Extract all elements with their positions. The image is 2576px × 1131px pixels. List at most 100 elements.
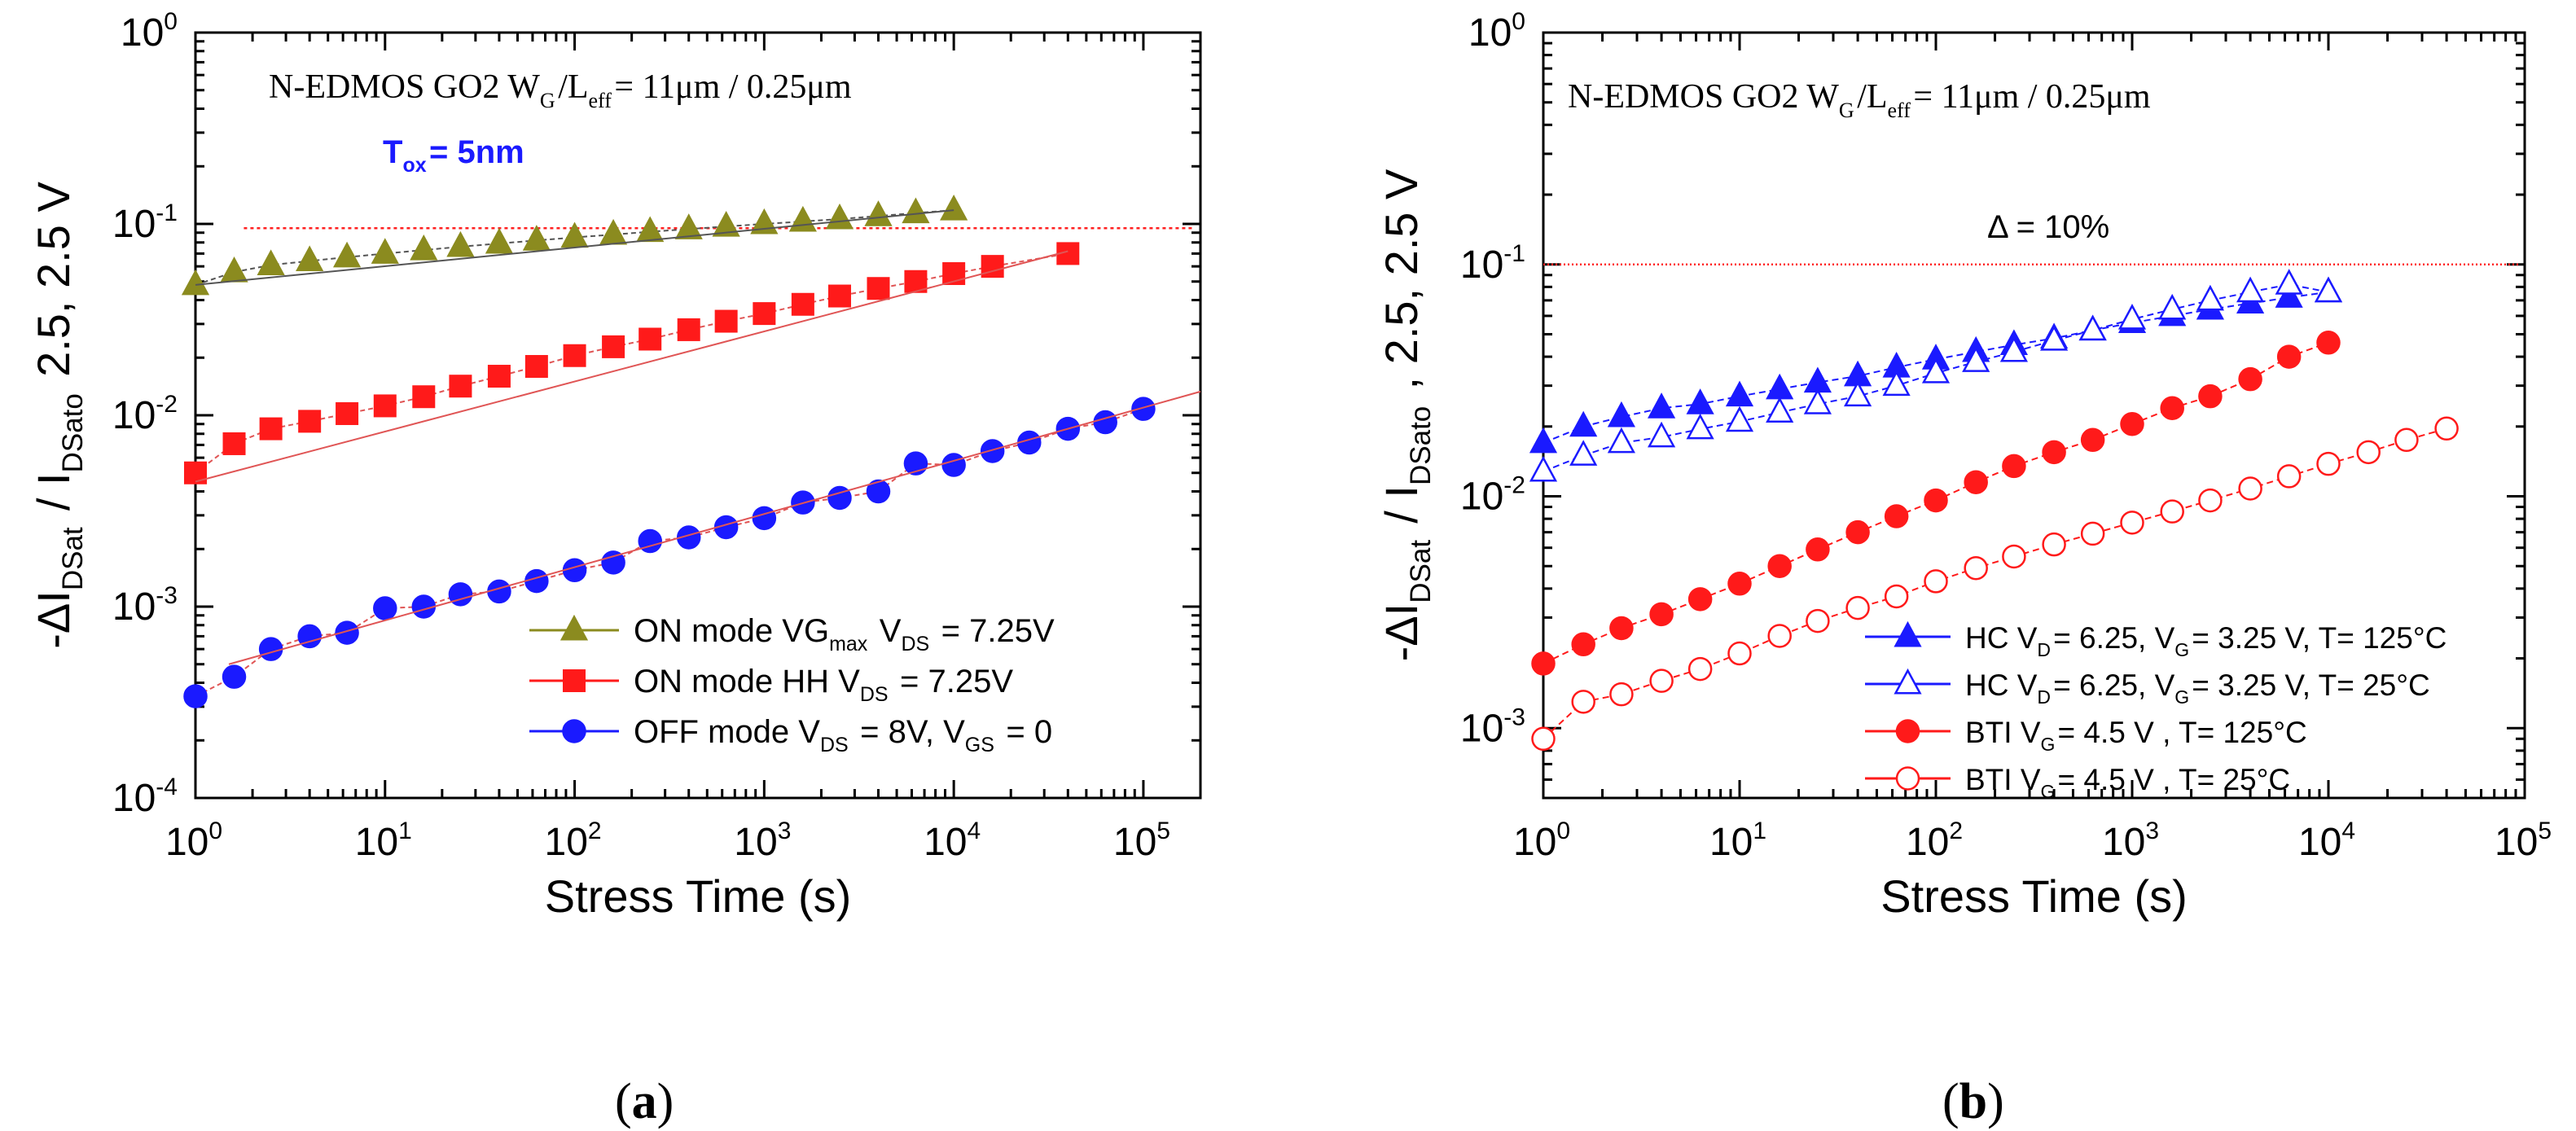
text-run: 10 [165,821,208,864]
data-point [2276,344,2302,369]
x-tick-label: 102 [545,818,605,864]
data-point [902,197,930,224]
text-run: 2 [588,818,602,844]
legend-marker [1895,766,1920,791]
text-run: = 11μm / 0.25μm [614,68,852,106]
text-run: DSat [57,527,89,590]
text-run: 10 [1468,11,1512,55]
data-point [2120,411,2144,436]
data-point [1806,608,1830,633]
text-run: DS [820,734,849,756]
data-point [259,417,283,441]
x-axis-title: Stress Time (s) [1880,870,2187,922]
data-point [599,218,628,245]
x-tick-label: 101 [355,818,415,864]
legend-label: BTI VG = 4.5 V , T= 125°C [1965,716,2307,755]
data-point [487,365,511,388]
data-point [2160,396,2184,421]
legend-marker [1894,620,1922,647]
text-run: = 8V, V [851,714,965,750]
fit-line [195,250,1069,483]
text-run: 5 [2538,818,2552,844]
fit-line [195,209,954,286]
data-point [1767,624,1792,648]
text-run: ON mode HH V [634,664,860,699]
data-point [2158,293,2187,320]
text-run: eff [1888,99,1911,122]
text-run: D [2037,639,2051,660]
y-axis-title: -ΔIDSat / IDSato , 2.5, 2.5 V [1376,169,1437,661]
fit-line [228,390,1201,665]
y-tick-label: 10-2 [1460,472,1529,519]
data-point [903,451,928,476]
data-point [373,596,397,620]
data-point [1727,641,1752,666]
data-point [1999,335,2029,362]
legend-marker [1894,668,1922,695]
data-point [1924,488,1948,513]
x-tick-label: 102 [1906,818,1966,864]
text-run: 10 [2495,821,2538,864]
text-run [222,821,226,864]
data-point [1845,595,1870,620]
x-tick-label: 105 [1113,818,1174,864]
data-point [1569,410,1598,437]
data-point [1803,388,1832,414]
text-run: D [2037,686,2051,708]
text-run [1170,821,1174,864]
data-point [1766,397,1794,423]
data-point [752,506,777,531]
data-point [222,664,247,689]
text-run: -ΔI [1376,603,1427,662]
data-point [2356,440,2381,465]
y-tick-label: 10-4 [112,774,181,820]
data-point [636,216,665,243]
data-point [1647,421,1676,448]
data-point [332,241,362,268]
data-point [1766,373,1794,400]
text-run: 10 [2298,821,2341,864]
text-run: 10 [1460,243,1503,287]
text-run: G [540,89,555,112]
data-point [1725,405,1754,432]
text-run: BTI V [1965,763,2041,796]
text-run [178,203,181,246]
data-point [827,284,851,308]
text-run: 10 [355,821,398,864]
data-point [2002,544,2026,569]
data-point [677,318,700,341]
data-point [1131,397,1156,421]
text-run: 0 [1512,8,1525,35]
text-run: T [383,134,402,170]
data-point [2042,440,2066,465]
text-run: -1 [1503,240,1525,267]
text-run [2355,821,2359,864]
y-tick-label: 10-3 [1460,704,1529,750]
text-run [1525,476,1529,519]
data-point [1806,537,1830,562]
data-point [1531,726,1556,752]
data-point [2080,427,2105,453]
data-point [410,234,438,261]
data-point [258,637,283,661]
y-tick-label: 100 [1468,8,1529,55]
legend-marker [562,719,586,743]
text-run: 3 [2145,818,2159,844]
text-run: -2 [156,391,178,418]
text-run: 5 [1156,818,1170,844]
data-point [297,624,322,649]
data-point [1686,388,1714,414]
text-run: = 6.25, V [2053,669,2174,702]
x-tick-label: 104 [2298,818,2359,864]
text-run: 2 [1949,818,1963,844]
data-point [788,205,817,232]
data-point [942,262,966,286]
text-run: 0 [208,818,222,844]
y-tick-label: 10-1 [1460,240,1529,287]
legend-marker [560,614,589,641]
data-point [2394,427,2419,453]
data-point [638,528,662,554]
plot-title: N-EDMOS GO2 WG /Leff = 11μm / 0.25μm [1568,78,2151,122]
text-run: 3 [778,818,792,844]
